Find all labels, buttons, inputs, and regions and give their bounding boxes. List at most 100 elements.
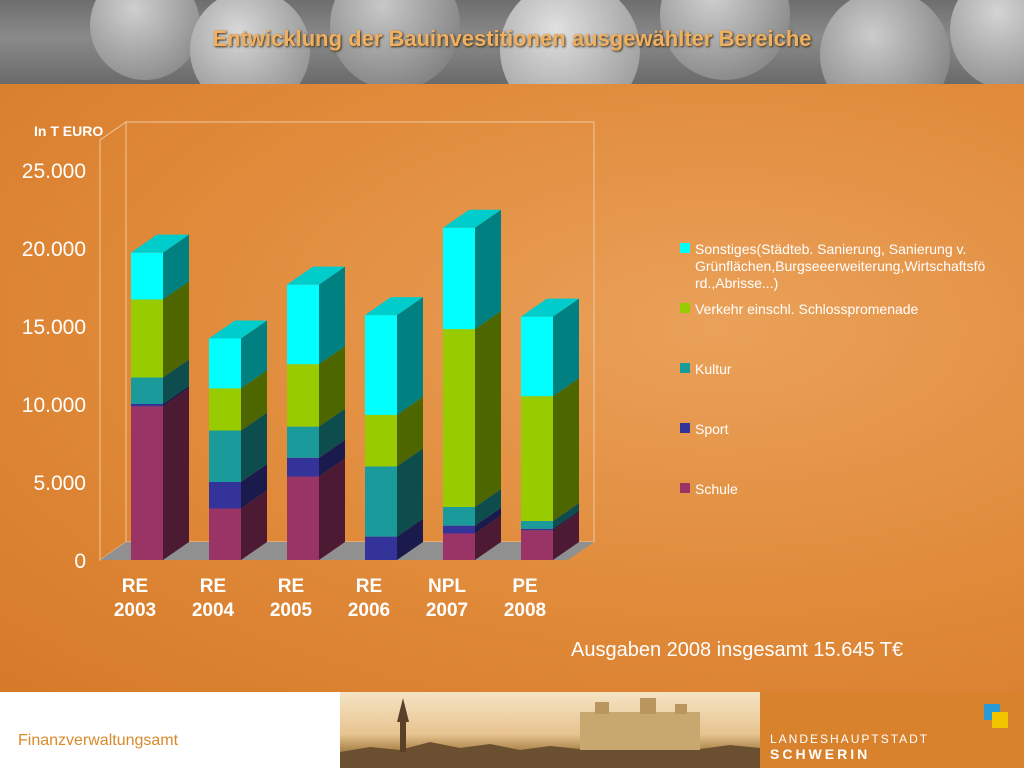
bar-segment-sport-5	[521, 528, 553, 531]
bar-side-sport-2	[319, 439, 345, 477]
coin-decoration	[330, 0, 460, 84]
bar-side-verkehr-3	[397, 396, 423, 467]
legend-swatch-sport	[680, 423, 690, 433]
bar-segment-schule-1	[209, 508, 241, 560]
summary-text: Ausgaben 2008 insgesamt 15.645 T€	[571, 639, 903, 661]
x-tick-label: RE	[356, 576, 382, 597]
bar-top-3	[365, 297, 423, 316]
bar-segment-schule-5	[521, 530, 553, 560]
page-title: Entwicklung der Bauinvestitionen ausgewä…	[212, 26, 812, 51]
bar-top-4	[443, 209, 501, 228]
bar-segment-sonstiges-3	[365, 315, 397, 415]
bar-side-sonstiges-1	[241, 320, 267, 389]
bar-top-2	[287, 266, 345, 285]
y-tick-label: 20.000	[22, 238, 86, 261]
legend-label-kultur: Kultur	[695, 361, 732, 377]
bar-side-schule-4	[475, 515, 501, 560]
logo-square	[992, 712, 1008, 728]
x-tick-label: 2007	[426, 600, 468, 621]
coin-decoration	[820, 0, 950, 84]
bar-side-kultur-2	[319, 408, 345, 458]
bar-segment-verkehr-2	[287, 364, 319, 427]
bar-segment-verkehr-0	[131, 299, 163, 378]
bar-segment-verkehr-5	[521, 396, 553, 521]
bar-segment-kultur-1	[209, 430, 241, 482]
bar-segment-verkehr-1	[209, 388, 241, 431]
bar-side-sonstiges-2	[319, 266, 345, 365]
bar-segment-kultur-0	[131, 377, 163, 404]
bar-segment-kultur-5	[521, 521, 553, 529]
legend-label-schule: Schule	[695, 481, 738, 497]
bar-segment-schule-0	[131, 406, 163, 560]
footer-department: Finanzverwaltungsamt	[18, 732, 179, 749]
bar-side-verkehr-0	[163, 281, 189, 378]
bar-side-sport-5	[553, 510, 579, 531]
x-tick-label: 2008	[504, 600, 546, 621]
bar-segment-sonstiges-5	[521, 316, 553, 397]
bar-top-5	[521, 298, 579, 317]
bar-side-sonstiges-5	[553, 298, 579, 397]
legend-swatch-schule	[680, 483, 690, 493]
bar-side-sonstiges-0	[163, 234, 189, 300]
brand-name: SCHWERIN	[770, 746, 871, 762]
bar-segment-sport-2	[287, 457, 319, 477]
y-tick-label: 15.000	[22, 316, 86, 339]
bar-side-sport-1	[241, 464, 267, 509]
bar-segment-kultur-4	[443, 506, 475, 526]
legend-swatch-verkehr	[680, 303, 690, 313]
bar-side-sport-3	[397, 518, 423, 560]
bar-segment-sport-3	[365, 536, 397, 560]
bar-side-verkehr-1	[241, 370, 267, 431]
legend-label-sonstiges: rd.,Abrisse...)	[695, 275, 778, 291]
bar-side-sonstiges-4	[475, 209, 501, 330]
city-skyline-photo	[340, 692, 760, 768]
x-tick-label: 2004	[192, 600, 235, 621]
bar-side-kultur-5	[553, 503, 579, 529]
y-tick-label: 0	[74, 550, 86, 573]
bar-segment-kultur-3	[365, 466, 397, 537]
bar-side-kultur-4	[475, 488, 501, 526]
bar-side-kultur-1	[241, 412, 267, 482]
bar-side-kultur-0	[163, 359, 189, 404]
chart-side-wall	[99, 121, 127, 561]
bar-segment-sport-4	[443, 525, 475, 534]
bar-segment-sonstiges-4	[443, 227, 475, 330]
bar-side-verkehr-4	[475, 311, 501, 507]
footer: Finanzverwaltungsamt LANDESHAUPTSTADT SC…	[0, 692, 1024, 768]
legend-label-verkehr: Verkehr einschl. Schlosspromenade	[695, 301, 919, 317]
x-tick-label: 2003	[114, 600, 156, 621]
bar-side-kultur-3	[397, 448, 423, 537]
legend-swatch-kultur	[680, 363, 690, 373]
bar-side-verkehr-5	[553, 378, 579, 521]
y-axis-label: In T EURO	[34, 123, 103, 139]
header-banner: Entwicklung der Bauinvestitionen ausgewä…	[0, 0, 1024, 84]
brand-prefix: LANDESHAUPTSTADT	[770, 732, 929, 746]
x-tick-label: NPL	[428, 576, 466, 597]
x-tick-label: PE	[512, 576, 537, 597]
x-tick-label: 2005	[270, 600, 313, 621]
bar-side-schule-2	[319, 458, 345, 560]
bar-side-schule-0	[163, 388, 189, 560]
bar-segment-sonstiges-0	[131, 252, 163, 300]
bar-segment-sonstiges-1	[209, 338, 241, 389]
coin-decoration	[500, 0, 640, 84]
bar-side-schule-1	[241, 490, 267, 560]
bar-segment-sonstiges-2	[287, 284, 319, 365]
bar-side-verkehr-2	[319, 346, 345, 427]
y-tick-label: 5.000	[33, 472, 86, 495]
bar-segment-schule-4	[443, 533, 475, 560]
bar-segment-verkehr-3	[365, 414, 397, 467]
legend-label-sonstiges: Sonstiges(Städteb. Sanierung, Sanierung …	[695, 241, 966, 257]
x-tick-label: RE	[278, 576, 304, 597]
bar-top-1	[209, 320, 267, 339]
x-tick-label: RE	[200, 576, 226, 597]
bar-segment-schule-2	[287, 476, 319, 560]
bar-segment-verkehr-4	[443, 329, 475, 507]
legend-label-sport: Sport	[695, 421, 729, 437]
bar-segment-sport-0	[131, 404, 163, 407]
y-tick-label: 25.000	[22, 160, 86, 183]
coin-decoration	[190, 0, 310, 84]
brand-block: LANDESHAUPTSTADT SCHWERIN	[760, 692, 1024, 768]
bar-segment-sport-1	[209, 482, 241, 509]
x-tick-label: RE	[122, 576, 148, 597]
